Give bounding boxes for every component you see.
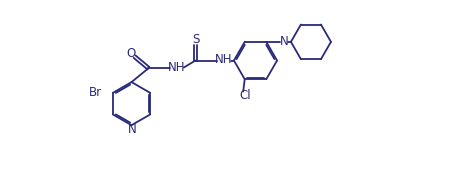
Text: S: S <box>192 33 199 46</box>
Text: NH: NH <box>215 53 233 66</box>
Text: N: N <box>279 35 288 48</box>
Text: NH: NH <box>168 61 186 74</box>
Text: Br: Br <box>89 86 102 99</box>
Text: N: N <box>128 123 137 136</box>
Text: Cl: Cl <box>239 89 250 102</box>
Text: O: O <box>126 47 135 60</box>
